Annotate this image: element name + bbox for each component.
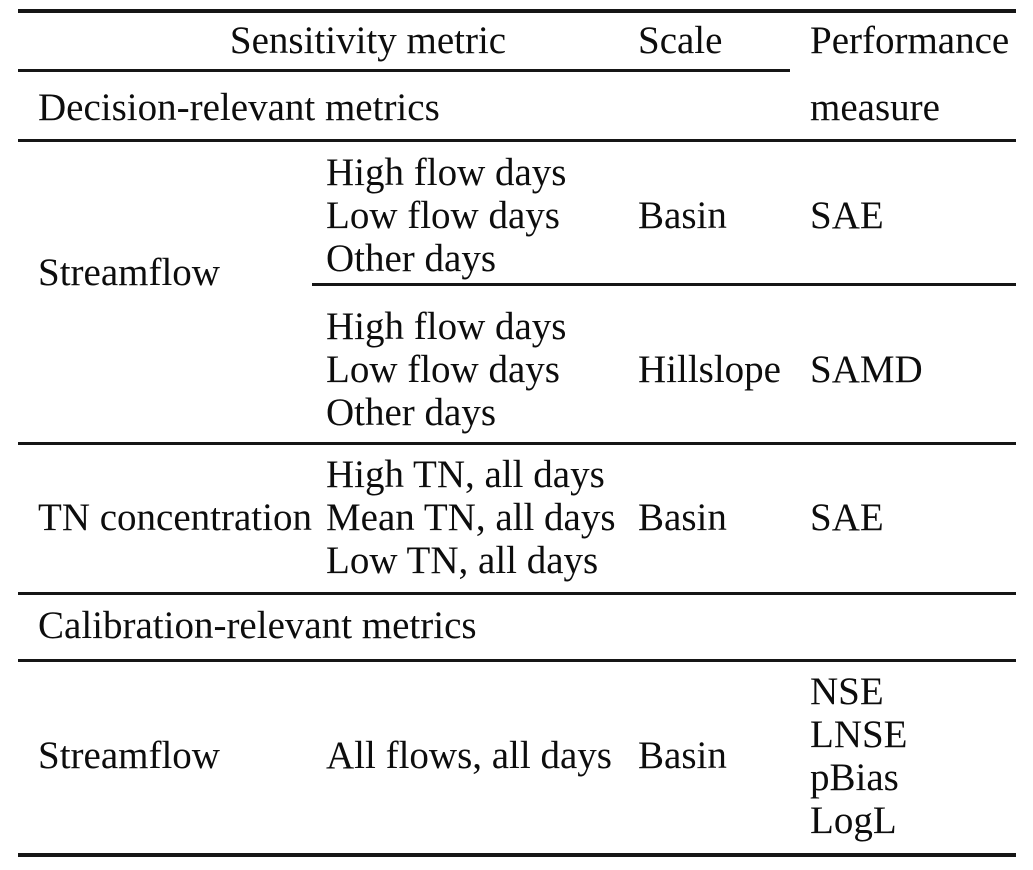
sensitivity-line: Mean TN, all days: [326, 496, 616, 539]
scale-value: Basin: [638, 194, 727, 237]
column-header-sensitivity-metric-label: Sensitivity metric: [229, 19, 507, 62]
section-title-decision-relevant-label: Decision-relevant metrics: [38, 86, 440, 129]
scale-cell-streamflow-hillslope: Hillslope: [638, 348, 781, 391]
rule-after-streamflow-block: [18, 442, 1016, 445]
sensitivity-line: Other days: [326, 391, 497, 434]
column-header-performance-line1: Performance: [810, 19, 1010, 62]
sensitivity-line: High flow days: [326, 305, 567, 348]
metric-label: TN concentration: [38, 496, 312, 539]
sensitivity-line: Low flow days: [326, 348, 560, 391]
sensitivity-lines-all-flows: All flows, all days: [326, 734, 612, 777]
sensitivity-lines-streamflow-basin: High flow days Low flow days Other days: [326, 151, 566, 280]
sensitivity-lines-tn: High TN, all days Mean TN, all days Low …: [326, 453, 616, 582]
section-title-decision-relevant: Decision-relevant metrics: [38, 86, 440, 129]
sensitivity-line: Low TN, all days: [326, 539, 599, 582]
performance-cell-samd: SAMD: [810, 348, 923, 391]
metric-label: Streamflow: [38, 251, 220, 294]
column-header-performance-line2: measure: [810, 86, 940, 129]
performance-value: SAE: [810, 496, 884, 539]
table-top-rule: [18, 9, 1016, 13]
scale-value: Basin: [638, 734, 727, 777]
rule-after-tn-block: [18, 592, 1016, 595]
performance-value: SAMD: [810, 348, 923, 391]
performance-value: LogL: [810, 799, 897, 842]
rule-after-calibration-title: [18, 659, 1016, 662]
performance-cell-calibration-list: NSE LNSE pBias LogL: [810, 670, 908, 842]
performance-value: pBias: [810, 756, 899, 799]
table-bottom-rule: [18, 853, 1016, 857]
performance-value: SAE: [810, 194, 884, 237]
sensitivity-line: Other days: [326, 237, 497, 280]
column-header-performance-measure: measure: [810, 86, 940, 129]
sensitivity-line: Low flow days: [326, 194, 560, 237]
column-header-performance: Performance: [810, 19, 1009, 62]
performance-value: LNSE: [810, 713, 908, 756]
sensitivity-line: High flow days: [326, 151, 567, 194]
streamflow-subrow-cline: [312, 283, 1016, 286]
sensitivity-lines-streamflow-hillslope: High flow days Low flow days Other days: [326, 305, 566, 434]
sensitivity-line: All flows, all days: [326, 734, 612, 777]
metric-label: Streamflow: [38, 734, 220, 777]
performance-cell-sae-1: SAE: [810, 194, 884, 237]
section-title-calibration-relevant-label: Calibration-relevant metrics: [38, 604, 477, 647]
section-title-calibration-relevant: Calibration-relevant metrics: [38, 604, 477, 647]
column-header-scale-label: Scale: [638, 19, 723, 62]
sensitivity-line: High TN, all days: [326, 453, 605, 496]
column-header-sensitivity-metric: Sensitivity metric: [18, 19, 678, 62]
scale-value: Basin: [638, 496, 727, 539]
scale-cell-calibration: Basin: [638, 734, 727, 777]
rule-after-decision-title: [18, 139, 1016, 142]
performance-cell-sae-2: SAE: [810, 496, 884, 539]
scale-value: Hillslope: [638, 348, 781, 391]
metric-cell-streamflow-1: Streamflow: [38, 251, 220, 294]
metric-cell-tn-concentration: TN concentration: [38, 496, 312, 539]
header-partial-rule: [18, 69, 790, 72]
scale-cell-tn: Basin: [638, 496, 727, 539]
performance-value: NSE: [810, 670, 884, 713]
metric-cell-streamflow-2: Streamflow: [38, 734, 220, 777]
scale-cell-streamflow-basin: Basin: [638, 194, 727, 237]
column-header-scale: Scale: [638, 19, 722, 62]
